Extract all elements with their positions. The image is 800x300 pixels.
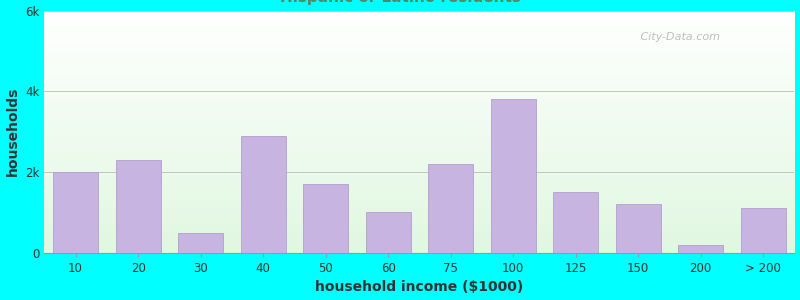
Bar [53,172,98,253]
Y-axis label: households: households [6,87,19,176]
Bar [553,192,598,253]
Bar [116,160,161,253]
Bar [616,204,661,253]
X-axis label: household income ($1000): household income ($1000) [315,280,523,294]
Text: City-Data.com: City-Data.com [637,32,720,42]
Bar [490,99,536,253]
Text: Hispanic or Latino residents: Hispanic or Latino residents [279,0,521,4]
Bar [241,136,286,253]
Bar [428,164,473,253]
Bar [678,245,723,253]
Bar [741,208,786,253]
Bar [178,233,223,253]
Bar [366,212,410,253]
Bar [303,184,348,253]
